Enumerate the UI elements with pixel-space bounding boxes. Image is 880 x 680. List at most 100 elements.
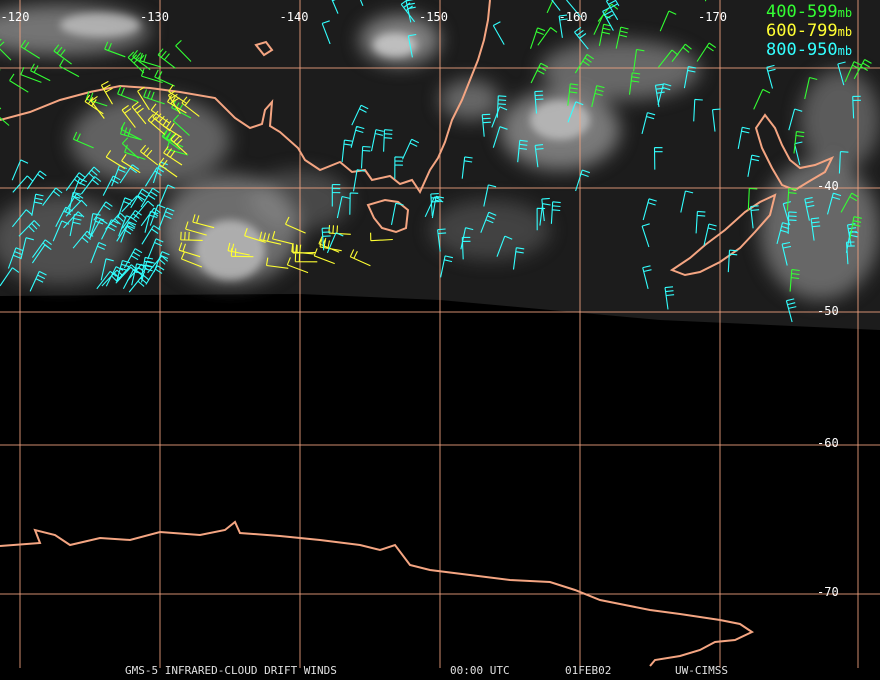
wind-barb [480, 211, 497, 233]
wind-barb [461, 236, 471, 260]
wind-barb [431, 195, 445, 219]
wind-barb [0, 267, 20, 287]
wind-barb [845, 241, 855, 265]
wind-barb [550, 201, 561, 224]
wind-barb [65, 172, 86, 191]
wind-barb [162, 118, 182, 138]
wind-barb [491, 106, 508, 128]
footer-source: UW-CIMSS [675, 664, 728, 677]
wind-barb [104, 41, 126, 58]
wind-barb [517, 139, 528, 163]
wind-barb [321, 20, 331, 45]
wind-barb [496, 235, 513, 257]
wind-barb [788, 108, 803, 131]
wind-barb [654, 83, 665, 108]
wind-barb [789, 269, 800, 292]
wind-barb [147, 113, 166, 135]
wind-barb [534, 144, 544, 168]
wind-barb [100, 258, 114, 281]
wind-barb [633, 48, 645, 72]
wind-barb [390, 202, 404, 226]
wind-barb [127, 51, 145, 74]
wind-barb [161, 129, 181, 150]
wind-barb [133, 200, 155, 219]
wind-barb [727, 249, 738, 273]
wind-barb [481, 113, 491, 137]
wind-barb [100, 80, 113, 105]
wind-barb [407, 33, 417, 58]
wind-barb [349, 249, 371, 267]
wind-barb [167, 94, 187, 114]
longitude-label: -140 [280, 10, 309, 24]
wind-barb [79, 166, 101, 185]
wind-barb [124, 144, 146, 160]
wind-barb [810, 217, 821, 241]
wind-barb [31, 239, 52, 258]
wind-barb [90, 241, 107, 264]
wind-barb [72, 131, 94, 149]
wind-barb [168, 84, 188, 105]
legend-entry: 600-799mb [766, 21, 852, 41]
wind-barb [541, 197, 550, 222]
wind-barb [85, 91, 108, 107]
wind-barb [131, 101, 147, 125]
wind-barb [753, 88, 771, 110]
wind-barb [30, 63, 51, 82]
longitude-label: -130 [140, 10, 169, 24]
tasmania-coast [366, 198, 410, 234]
wind-barb [286, 257, 309, 274]
wind-barb [20, 39, 40, 59]
wind-barb [101, 219, 119, 240]
wind-barb [163, 146, 183, 166]
footer-product: GMS-5 INFRARED-CLOUD DRIFT WINDS [125, 664, 337, 677]
wind-barb [120, 221, 137, 243]
footer: GMS-5 INFRARED-CLOUD DRIFT WINDS 00:00 U… [125, 664, 728, 677]
wind-barb [551, 0, 561, 11]
wind-barb [605, 0, 619, 21]
wind-barb [615, 26, 629, 49]
wind-barb [140, 256, 154, 280]
antarctica-coast [0, 520, 755, 667]
wind-barb [143, 89, 165, 105]
wind-barb [313, 248, 335, 265]
wind-barb [747, 154, 760, 177]
wind-barb [115, 266, 137, 284]
wind-barb [172, 114, 190, 136]
wind-barb [271, 231, 295, 245]
wind-barb [11, 159, 29, 181]
wind-barb [664, 286, 675, 310]
wind-barb [29, 270, 47, 292]
wind-barb [18, 220, 41, 237]
footer-date: 01FEB02 [565, 664, 611, 677]
wind-barb [102, 175, 121, 196]
wind-barb [440, 255, 454, 278]
wind-barb [140, 207, 161, 227]
wind-barb [401, 138, 420, 160]
wind-barb [849, 216, 862, 239]
wind-barb [383, 129, 393, 152]
wind-barb [119, 164, 140, 184]
wind-barb [9, 73, 29, 93]
wind-barb [566, 0, 582, 18]
wind-barb [370, 129, 384, 152]
wind-barb [546, 0, 554, 14]
wind-barb [181, 96, 200, 117]
wind-barb [837, 61, 846, 86]
wind-barb [370, 232, 393, 242]
wind-barb [244, 228, 266, 243]
wind-barb [84, 94, 104, 115]
wind-barb [461, 156, 473, 179]
wind-barb [121, 209, 142, 229]
wind-barb [460, 227, 474, 250]
wind-barb [137, 86, 150, 111]
latitude-label: -40 [817, 179, 839, 193]
wind-barb [659, 10, 677, 32]
wind-barb [852, 95, 861, 119]
wind-barb [291, 243, 314, 255]
wind-barb [536, 207, 546, 231]
wind-barb [285, 216, 306, 234]
island-coast [254, 40, 274, 57]
wind-barb [846, 223, 857, 247]
